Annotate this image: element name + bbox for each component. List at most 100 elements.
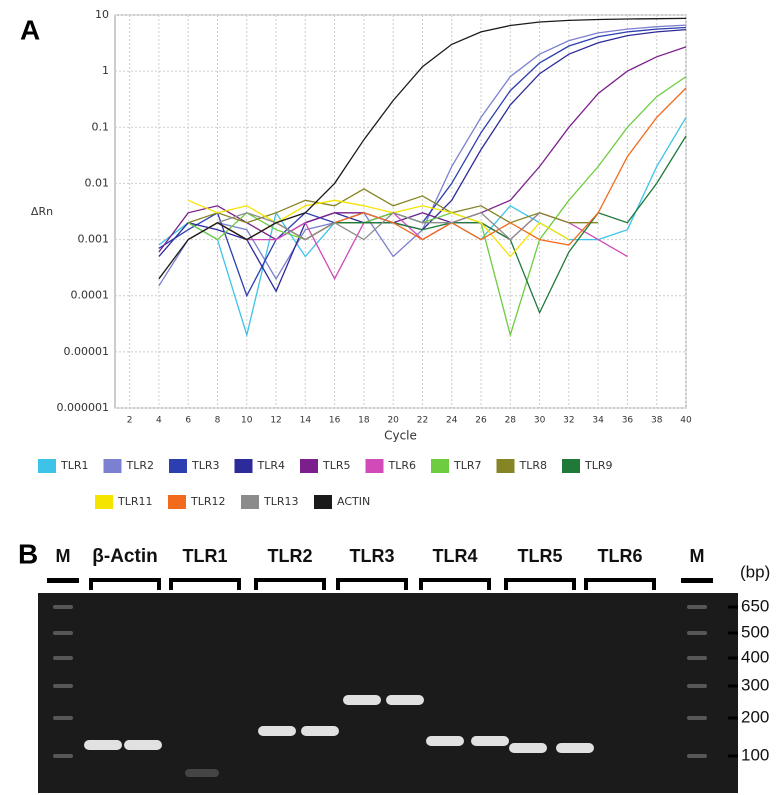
legend-swatch — [38, 459, 56, 473]
y-tick-label: 0.000001 — [57, 401, 110, 414]
ladder-band — [687, 656, 707, 660]
x-tick-label: 4 — [156, 416, 162, 426]
legend-swatch — [562, 459, 580, 473]
ladder-label: 300 — [741, 675, 769, 694]
x-tick-label: 20 — [387, 416, 399, 426]
y-axis-label: ΔRn — [31, 205, 53, 218]
x-axis-label: Cycle — [384, 429, 417, 443]
lane-bracket — [89, 578, 161, 590]
x-tick-label: 12 — [270, 416, 281, 426]
series-line — [187, 188, 599, 224]
x-tick-label: 26 — [475, 416, 487, 426]
ladder-band — [53, 656, 73, 660]
lane-label: TLR3 — [350, 546, 395, 566]
ladder-label: 500 — [741, 622, 769, 641]
lane-label: TLR1 — [183, 546, 228, 566]
y-tick-label: 10 — [95, 8, 109, 21]
legend-swatch — [95, 495, 113, 509]
lane-bracket — [584, 578, 656, 590]
x-tick-label: 32 — [563, 416, 574, 426]
lane-bracket — [336, 578, 408, 590]
legend-swatch — [234, 459, 253, 473]
lane-bar — [681, 578, 713, 583]
series-line — [187, 199, 570, 258]
series-line — [187, 212, 541, 241]
lane-label: TLR2 — [268, 546, 313, 566]
gel-band — [556, 743, 594, 753]
ladder-band — [687, 716, 707, 720]
legend-swatch — [314, 495, 332, 509]
x-tick-label: 24 — [446, 416, 458, 426]
series-line — [158, 17, 687, 280]
gel-band — [301, 726, 339, 736]
ladder-label: 400 — [741, 647, 769, 666]
x-tick-label: 8 — [215, 416, 221, 426]
y-tick-label: 0.001 — [78, 233, 110, 246]
lane-label: TLR5 — [518, 546, 563, 566]
x-tick-label: 34 — [592, 416, 604, 426]
legend-swatch — [168, 495, 186, 509]
ladder-band — [687, 631, 707, 635]
size-unit: (bp) — [740, 562, 770, 581]
y-tick-label: 0.1 — [92, 120, 110, 133]
legend-label: TLR12 — [190, 495, 226, 508]
y-tick-label: 0.01 — [85, 176, 110, 189]
legend-swatch — [103, 459, 122, 473]
legend-label: TLR1 — [60, 459, 89, 472]
lane-label: TLR6 — [598, 546, 643, 566]
panel-label: A — [20, 14, 40, 45]
legend-label: TLR5 — [322, 459, 351, 472]
legend-label: TLR9 — [584, 459, 613, 472]
lane-bar — [47, 578, 79, 583]
ladder-band — [687, 605, 707, 609]
x-tick-label: 40 — [680, 416, 692, 426]
gel-band — [258, 726, 296, 736]
x-tick-label: 6 — [185, 416, 191, 426]
legend-swatch — [365, 459, 384, 473]
y-tick-label: 1 — [102, 64, 109, 77]
x-tick-label: 36 — [622, 416, 634, 426]
gel-band-faint — [185, 769, 219, 777]
legend-swatch — [241, 495, 259, 509]
ladder-band — [53, 716, 73, 720]
y-tick-label: 0.0001 — [71, 289, 110, 302]
y-tick-label: 0.00001 — [64, 345, 110, 358]
gel-band — [471, 736, 509, 746]
legend-swatch — [300, 459, 318, 473]
legend-label: ACTIN — [337, 495, 370, 508]
x-tick-label: 28 — [505, 416, 517, 426]
panel-label: B — [18, 538, 38, 569]
ladder-label: 100 — [741, 745, 769, 764]
gel-band — [426, 736, 464, 746]
ladder-label: 650 — [741, 596, 769, 615]
legend-label: TLR11 — [117, 495, 153, 508]
gel-image — [38, 593, 738, 793]
lane-bracket — [169, 578, 241, 590]
ladder-band — [53, 605, 73, 609]
legend-label: TLR6 — [388, 459, 417, 472]
ladder-band — [687, 684, 707, 688]
gel-band — [124, 740, 162, 750]
lane-bracket — [419, 578, 491, 590]
legend-swatch — [169, 459, 187, 473]
ladder-label: 200 — [741, 707, 769, 726]
legend-label: TLR2 — [126, 459, 155, 472]
gel-band — [84, 740, 122, 750]
legend-swatch — [431, 459, 449, 473]
ladder-band — [687, 754, 707, 758]
gel-band — [343, 695, 381, 705]
lane-label: M — [690, 546, 705, 566]
x-tick-label: 18 — [358, 416, 370, 426]
lane-bracket — [504, 578, 576, 590]
legend-label: TLR3 — [191, 459, 220, 472]
legend-swatch — [496, 459, 515, 473]
x-tick-label: 38 — [651, 416, 663, 426]
ladder-band — [53, 754, 73, 758]
series-line — [187, 76, 687, 338]
ladder-band — [53, 684, 73, 688]
x-tick-label: 10 — [241, 416, 253, 426]
legend-label: TLR7 — [453, 459, 482, 472]
x-tick-label: 2 — [127, 416, 133, 426]
